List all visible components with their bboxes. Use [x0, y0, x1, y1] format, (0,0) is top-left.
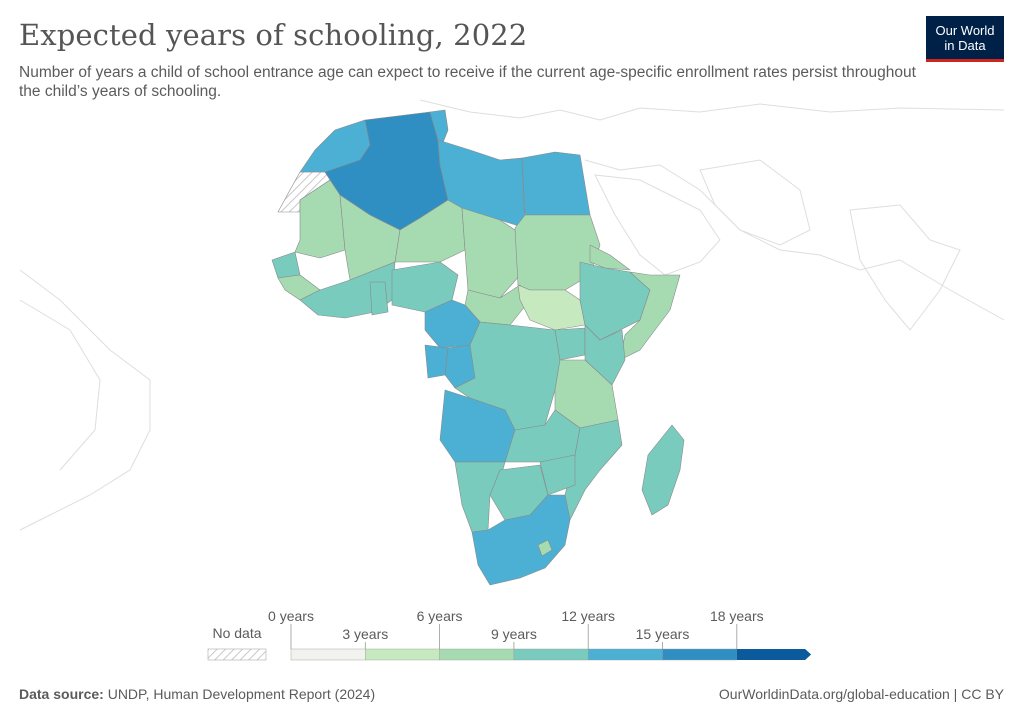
country-lesotho[interactable]: [537, 539, 553, 557]
legend-bin-1[interactable]: [365, 648, 440, 661]
country-madagascar[interactable]: [641, 424, 685, 516]
country-eritrea[interactable]: [589, 244, 631, 271]
footer-source-label: Data source:: [19, 686, 104, 702]
country-namibia[interactable]: [454, 461, 506, 533]
country-senegal[interactable]: [271, 251, 301, 279]
country-libya[interactable]: [437, 139, 526, 229]
legend-tick-label-4: 12 years: [561, 608, 615, 624]
country-south-sudan[interactable]: [517, 284, 586, 331]
africa-map: No data 0 years 3 years 6 years 9 years 12 y…: [19, 99, 1005, 661]
legend-no-data-swatch: [207, 648, 267, 661]
legend-ticks: 0 years 3 years 6 years 9 years 12 years 15 y…: [268, 608, 764, 649]
legend-tick-label-6: 18 years: [710, 608, 764, 624]
europe-outline: [419, 99, 1005, 121]
americas-inner-outline: [19, 299, 101, 471]
chart-subtitle: Number of years a child of school entran…: [19, 64, 916, 100]
country-zimbabwe[interactable]: [539, 454, 576, 496]
country-chad[interactable]: [461, 207, 521, 299]
country-south-africa[interactable]: [471, 494, 571, 586]
footer-source-text: UNDP, Human Development Report (2024): [107, 686, 376, 702]
legend-color-bins: [290, 648, 812, 661]
logo-line-2: in Data: [944, 38, 986, 53]
legend-tick-label-3: 9 years: [491, 626, 537, 642]
chart-title: Expected years of schooling, 2022: [19, 18, 528, 52]
legend-tick-label-1: 3 years: [342, 626, 388, 642]
background-outlines: [19, 99, 1005, 531]
footer-url[interactable]: OurWorldinData.org/global-education | CC…: [718, 686, 1004, 702]
legend-bin-6[interactable]: [736, 649, 812, 660]
legend-bin-4[interactable]: [588, 648, 663, 661]
country-gabon[interactable]: [424, 344, 449, 379]
india-outline: [849, 204, 961, 331]
logo-line-1: Our World: [935, 23, 995, 38]
legend-tick-label-5: 15 years: [636, 626, 690, 642]
legend-bin-2[interactable]: [439, 648, 515, 661]
americas-outline: [19, 269, 151, 531]
legend-bin-3[interactable]: [513, 648, 589, 661]
legend-tick-label-2: 6 years: [417, 608, 463, 624]
country-somalia[interactable]: [619, 271, 681, 361]
africa-countries: [271, 109, 685, 586]
legend-bin-0[interactable]: [290, 648, 366, 661]
footer-source: Data source: UNDP, Human Development Rep…: [19, 686, 375, 702]
legend-tick-label-0: 0 years: [268, 608, 314, 624]
legend-bin-5[interactable]: [662, 648, 738, 661]
owid-logo[interactable]: Our World in Data: [926, 16, 1004, 62]
country-uganda[interactable]: [554, 327, 586, 361]
country-egypt[interactable]: [521, 151, 591, 216]
legend-no-data-label: No data: [212, 625, 261, 641]
country-ghana[interactable]: [369, 281, 389, 316]
country-tunisia[interactable]: [429, 109, 449, 151]
arabia-outline: [594, 174, 721, 276]
middle-east-outline: [584, 159, 1005, 321]
country-cameroon[interactable]: [424, 299, 481, 349]
legend: No data 0 years 3 years 6 years 9 years 12 y…: [207, 608, 812, 661]
iran-outline: [699, 159, 811, 246]
